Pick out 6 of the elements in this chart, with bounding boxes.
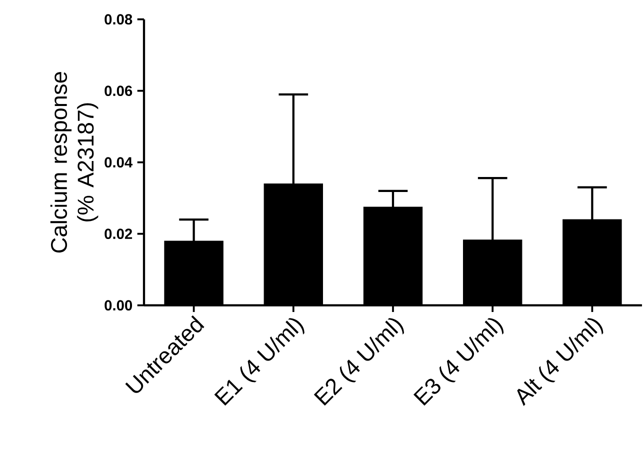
y-axis-title: Calcium response (% A23187) <box>50 72 98 253</box>
y-tick-label: 0.04 <box>104 157 133 168</box>
y-tick-label: 0.08 <box>104 14 132 25</box>
y-tick-label: 0.06 <box>104 86 132 96</box>
y-tick-label: 0.02 <box>104 228 132 240</box>
y-tick-label: 0.00 <box>104 300 132 311</box>
